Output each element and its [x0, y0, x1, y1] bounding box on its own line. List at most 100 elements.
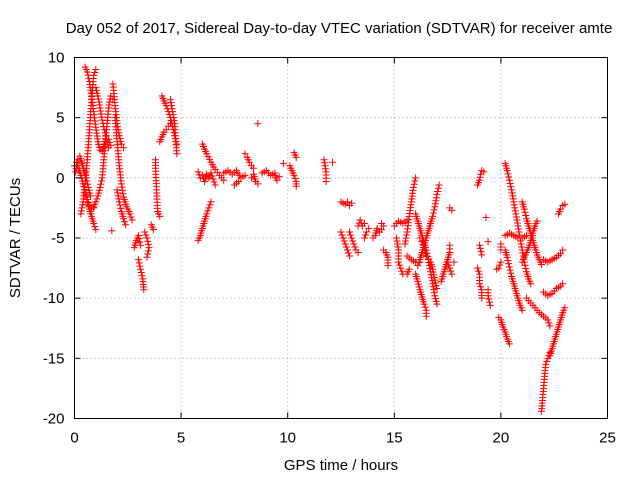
data-point — [429, 280, 437, 288]
data-point — [241, 171, 249, 179]
data-point — [167, 99, 175, 107]
data-point — [137, 268, 145, 276]
data-point — [511, 207, 519, 215]
data-point — [518, 306, 526, 314]
data-point — [137, 241, 145, 249]
data-point — [322, 177, 330, 185]
x-tick-label: 15 — [386, 430, 403, 447]
data-point — [392, 234, 400, 242]
data-point — [98, 116, 106, 124]
x-tick-label: 20 — [493, 430, 510, 447]
data-point — [115, 198, 123, 206]
y-tick-label: -5 — [51, 230, 64, 247]
data-point — [508, 189, 516, 197]
data-point — [86, 192, 94, 200]
data-point — [557, 205, 565, 213]
data-point — [207, 198, 215, 206]
data-point — [561, 200, 569, 208]
data-point — [128, 216, 136, 224]
data-point — [116, 201, 124, 209]
data-point — [446, 241, 454, 249]
data-point — [279, 159, 287, 167]
data-point — [93, 195, 101, 203]
data-point — [504, 170, 512, 178]
data-point — [94, 95, 102, 103]
data-point — [135, 235, 143, 243]
data-point — [107, 141, 115, 149]
y-tick-label: -15 — [43, 350, 65, 367]
data-point — [506, 179, 514, 187]
data-point — [162, 126, 170, 134]
data-point — [106, 138, 114, 146]
data-point — [141, 228, 149, 236]
data-point — [510, 198, 518, 206]
data-point — [121, 218, 129, 226]
data-point — [117, 140, 125, 148]
data-point — [97, 110, 105, 118]
data-point — [92, 226, 100, 234]
data-point — [486, 301, 494, 309]
data-point — [432, 194, 440, 202]
data-point — [292, 153, 300, 161]
data-point — [349, 237, 357, 245]
data-point — [220, 176, 228, 184]
data-point — [505, 176, 513, 184]
data-point — [354, 248, 362, 256]
data-point — [508, 186, 516, 194]
data-point — [505, 263, 513, 271]
data-point — [378, 226, 386, 234]
data-point — [520, 255, 528, 263]
data-point — [78, 204, 86, 212]
data-point — [120, 144, 128, 152]
data-point — [478, 294, 486, 302]
data-point — [74, 156, 82, 164]
data-point — [484, 292, 492, 300]
data-point — [518, 243, 526, 251]
data-point — [100, 126, 108, 134]
data-point — [506, 266, 514, 274]
data-point — [415, 259, 423, 267]
x-axis-label: GPS time / hours — [284, 457, 398, 474]
data-point — [384, 262, 392, 270]
data-point — [92, 198, 100, 206]
data-point — [136, 262, 144, 270]
data-point — [434, 184, 442, 192]
data-point — [476, 173, 484, 181]
data-point — [484, 238, 492, 246]
data-point — [250, 164, 258, 172]
data-point — [478, 251, 486, 259]
data-point — [320, 156, 328, 164]
data-point — [72, 168, 80, 176]
data-point — [108, 227, 116, 235]
data-point — [149, 226, 157, 234]
data-point — [122, 221, 130, 229]
data-point — [533, 217, 541, 225]
data-point — [482, 214, 490, 222]
data-point — [245, 158, 253, 166]
data-point — [507, 183, 515, 191]
data-point — [339, 234, 347, 242]
data-point — [362, 231, 370, 239]
data-point — [143, 234, 151, 242]
data-point — [396, 261, 404, 269]
y-axis-label: SDTVAR / TECUs — [7, 178, 24, 298]
data-point — [72, 165, 80, 173]
data-point — [497, 258, 505, 266]
data-point — [85, 74, 93, 82]
data-point — [448, 206, 456, 214]
data-points — [71, 63, 569, 415]
data-point — [98, 177, 106, 185]
data-point — [522, 212, 530, 220]
data-point — [496, 261, 504, 269]
data-point — [412, 174, 420, 182]
data-point — [346, 228, 354, 236]
data-point — [114, 192, 122, 200]
data-point — [414, 262, 422, 270]
y-tick-label: 5 — [56, 110, 64, 127]
data-point — [433, 285, 441, 293]
data-point — [137, 265, 145, 273]
data-point — [405, 265, 413, 273]
data-point — [346, 252, 354, 260]
data-point — [512, 213, 520, 221]
y-tick-labels: -20 -15 -10 -5 0 5 10 — [43, 50, 65, 428]
